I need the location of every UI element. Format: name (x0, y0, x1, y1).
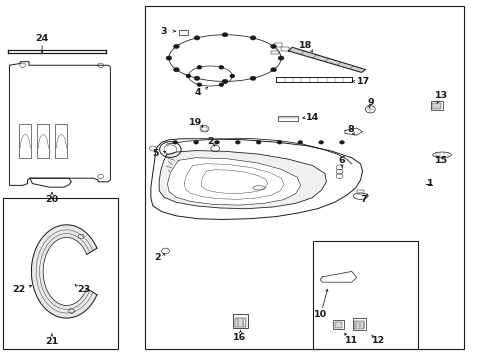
Text: 18: 18 (298, 41, 311, 50)
Text: 8: 8 (346, 125, 353, 134)
Bar (431, 103, 440, 109)
Polygon shape (344, 128, 362, 135)
Bar (271, 50, 279, 54)
Bar (81, 105, 101, 112)
Circle shape (249, 36, 255, 40)
Bar (37, 125, 49, 158)
Circle shape (222, 33, 227, 37)
Text: 4: 4 (194, 87, 201, 96)
Circle shape (277, 140, 282, 144)
Bar (334, 322, 341, 328)
Polygon shape (276, 77, 351, 82)
Text: 15: 15 (434, 156, 447, 165)
Text: 9: 9 (367, 98, 374, 107)
Circle shape (172, 140, 177, 144)
Text: 11: 11 (345, 336, 358, 345)
Circle shape (222, 79, 227, 84)
Text: 2: 2 (154, 253, 161, 262)
Circle shape (278, 56, 284, 60)
Circle shape (219, 83, 223, 86)
Bar (281, 47, 288, 51)
Polygon shape (167, 158, 300, 205)
Text: 5: 5 (152, 149, 159, 158)
Text: 1: 1 (426, 179, 432, 188)
Bar (55, 125, 67, 158)
Circle shape (197, 66, 201, 69)
Polygon shape (320, 271, 356, 282)
Circle shape (297, 140, 302, 144)
Bar (19, 125, 31, 158)
Bar (430, 101, 443, 110)
Bar (312, 241, 417, 348)
Circle shape (214, 140, 219, 144)
Text: 12: 12 (371, 336, 385, 345)
Circle shape (194, 76, 200, 80)
Polygon shape (30, 178, 71, 187)
Text: 14: 14 (305, 113, 319, 122)
Polygon shape (151, 139, 362, 220)
Text: 17: 17 (357, 77, 370, 86)
Polygon shape (159, 150, 326, 209)
Polygon shape (288, 47, 365, 72)
Circle shape (173, 44, 179, 49)
Text: 6: 6 (338, 156, 345, 165)
Circle shape (339, 140, 344, 144)
Bar (277, 116, 298, 121)
Polygon shape (31, 225, 97, 318)
Circle shape (194, 36, 200, 40)
Circle shape (193, 140, 198, 144)
Circle shape (249, 76, 255, 80)
Circle shape (270, 44, 276, 49)
Bar (178, 30, 188, 35)
Text: 7: 7 (360, 195, 366, 204)
Text: 22: 22 (13, 285, 26, 294)
Bar (202, 127, 206, 131)
Bar (273, 43, 281, 47)
Circle shape (165, 56, 171, 60)
Bar (352, 319, 366, 330)
Bar (356, 190, 364, 194)
Circle shape (230, 75, 234, 77)
Circle shape (197, 83, 201, 86)
Text: 19: 19 (189, 118, 202, 127)
Bar (233, 314, 247, 328)
Bar (3, 198, 118, 348)
Text: 24: 24 (36, 34, 49, 43)
Circle shape (235, 140, 240, 144)
Circle shape (270, 68, 276, 72)
Text: 16: 16 (232, 333, 246, 342)
Text: 2: 2 (206, 137, 213, 146)
Circle shape (219, 66, 223, 69)
Bar (217, 193, 237, 196)
Bar (332, 320, 343, 329)
Circle shape (173, 68, 179, 72)
Text: 21: 21 (45, 337, 59, 346)
Polygon shape (9, 62, 110, 185)
Circle shape (318, 140, 323, 144)
Text: 20: 20 (45, 195, 59, 204)
Bar (353, 321, 363, 329)
Text: 13: 13 (434, 91, 447, 100)
Circle shape (186, 75, 190, 77)
Bar (15, 76, 79, 176)
Text: 3: 3 (161, 27, 167, 36)
Bar (144, 6, 463, 348)
Bar (234, 318, 246, 327)
Circle shape (256, 140, 261, 144)
Text: 23: 23 (77, 285, 90, 294)
Text: 10: 10 (313, 310, 326, 319)
